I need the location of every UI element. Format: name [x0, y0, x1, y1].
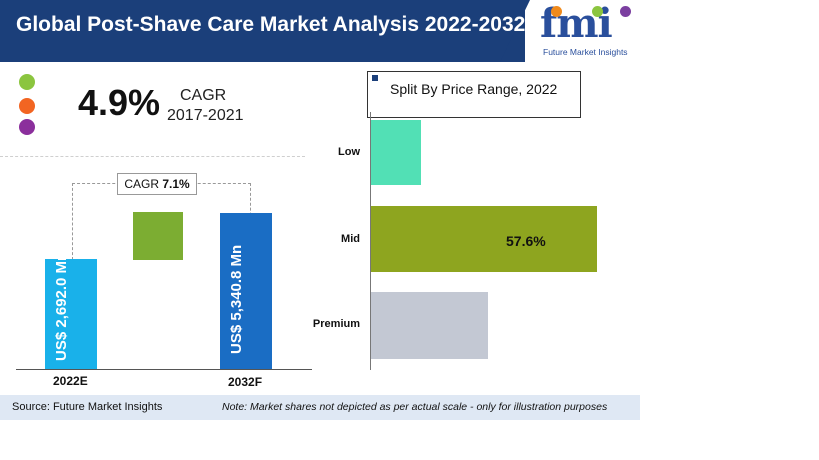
footer-source: Source: Future Market Insights	[12, 401, 163, 413]
category-label-premium: Premium	[312, 318, 360, 330]
cagr-value: 4.9%	[78, 82, 161, 123]
hbar-mid	[371, 206, 597, 272]
header-wedge	[500, 0, 530, 62]
fmi-logo: fmi Future Market Insights	[540, 2, 640, 60]
split-title-box	[367, 71, 581, 118]
category-label-mid: Mid	[341, 233, 360, 245]
bar-cagr-annotation: CAGR 7.1%	[117, 173, 197, 195]
hbar-premium	[371, 292, 488, 359]
hbar-mid-value-label: 57.6%	[506, 233, 546, 249]
logo-tagline: Future Market Insights	[543, 47, 628, 57]
bar-2022	[45, 259, 97, 369]
orange-dot	[19, 98, 35, 114]
purple-dot	[19, 119, 35, 135]
green-dot	[19, 74, 35, 90]
hbar-low	[371, 120, 421, 185]
footer-bar: Source: Future Market Insights Note: Mar…	[0, 395, 640, 420]
bar-axis-line	[16, 369, 312, 370]
cagr-period: 2017-2021	[167, 107, 244, 124]
split-chart-title: Split By Price Range, 2022	[390, 81, 558, 97]
logo-dot	[592, 6, 603, 17]
logo-dot	[551, 6, 562, 17]
category-label-low: Low	[338, 146, 360, 158]
hbar-axis-line	[370, 112, 371, 370]
bar-2032	[220, 213, 272, 369]
cagr-label: CAGR	[180, 87, 227, 104]
footer-note: Note: Market shares not depicted as per …	[222, 401, 608, 413]
header-banner	[0, 0, 525, 62]
tick-label-2022: 2022E	[53, 374, 88, 388]
tick-label-2032: 2032F	[228, 375, 263, 389]
title-marker	[372, 75, 378, 81]
logo-dot	[620, 6, 631, 17]
bar-growth-increment	[133, 212, 183, 260]
page-title: Global Post-Shave Care Market Analysis 2…	[16, 13, 526, 36]
bar-cagr-value: 7.1%	[162, 177, 190, 191]
divider	[0, 156, 305, 157]
bar-2022-value-label: US$ 2,692.0 Mn	[53, 251, 70, 361]
bar-2032-value-label: US$ 5,340.8 Mn	[228, 244, 245, 354]
bar-cagr-label: CAGR	[124, 177, 159, 191]
